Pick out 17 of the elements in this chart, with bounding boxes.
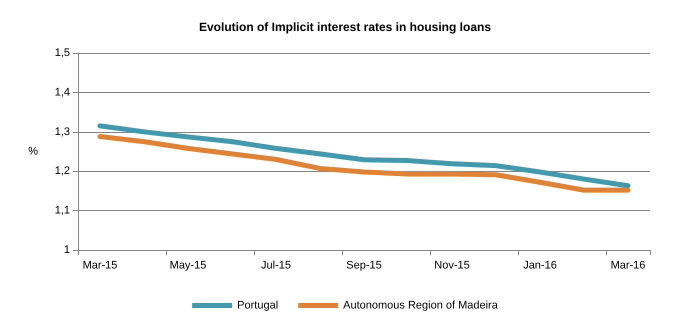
y-tick-label: 1: [64, 244, 70, 256]
y-tick-label: 1,3: [54, 126, 70, 138]
legend-label: Portugal: [237, 300, 278, 312]
x-tick-label: Jan-16: [523, 260, 557, 272]
y-tick-label: 1,1: [54, 204, 70, 217]
x-tick-label: Mar-15: [82, 260, 118, 272]
x-tick-label: Jul-15: [261, 260, 291, 272]
x-tick-label: Sep-15: [346, 260, 382, 272]
x-tick-label: May-15: [170, 260, 206, 272]
y-tick-label: 1,4: [54, 86, 70, 98]
y-tick-label: 1,5: [54, 47, 70, 59]
legend-label: Autonomous Region of Madeira: [343, 300, 499, 312]
y-tick-label: 1,2: [54, 165, 70, 178]
chart-title: Evolution of Implicit interest rates in housing loans: [198, 20, 492, 34]
x-tick-label: Nov-15: [434, 260, 470, 272]
y-axis-title: %: [28, 146, 38, 158]
x-tick-label: Mar-16: [610, 260, 646, 272]
